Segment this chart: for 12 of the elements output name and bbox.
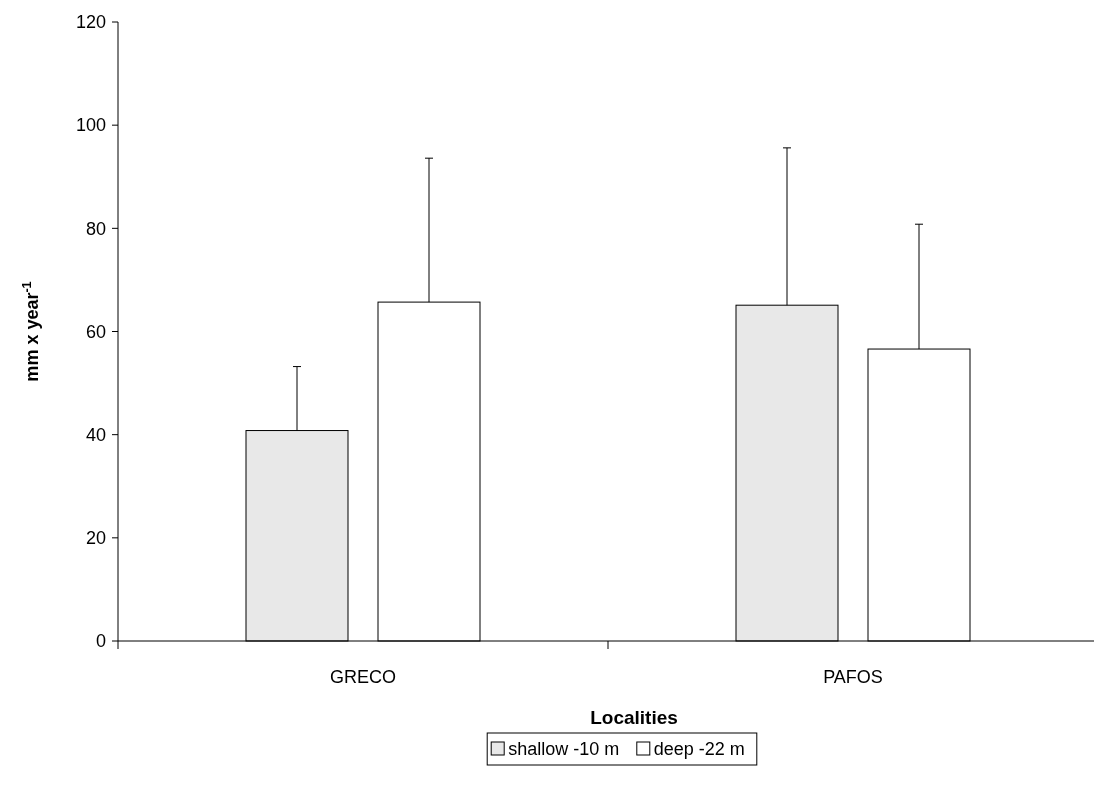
legend-label: deep -22 m bbox=[653, 739, 745, 760]
x-tick-label: PAFOS bbox=[823, 667, 883, 687]
x-tick-label: GRECO bbox=[329, 667, 397, 687]
y-tick-label: 80 bbox=[85, 218, 106, 239]
x-axis-title: Localities bbox=[590, 707, 678, 728]
y-tick-label: 100 bbox=[75, 115, 106, 136]
y-tick-label: 60 bbox=[85, 321, 106, 342]
y-tick-label: 120 bbox=[75, 12, 106, 33]
y-tick-label: 20 bbox=[85, 528, 106, 549]
y-tick-label: 40 bbox=[85, 424, 106, 445]
legend-label: shallow -10 m bbox=[508, 739, 620, 760]
y-tick-label: 0 bbox=[95, 631, 106, 652]
